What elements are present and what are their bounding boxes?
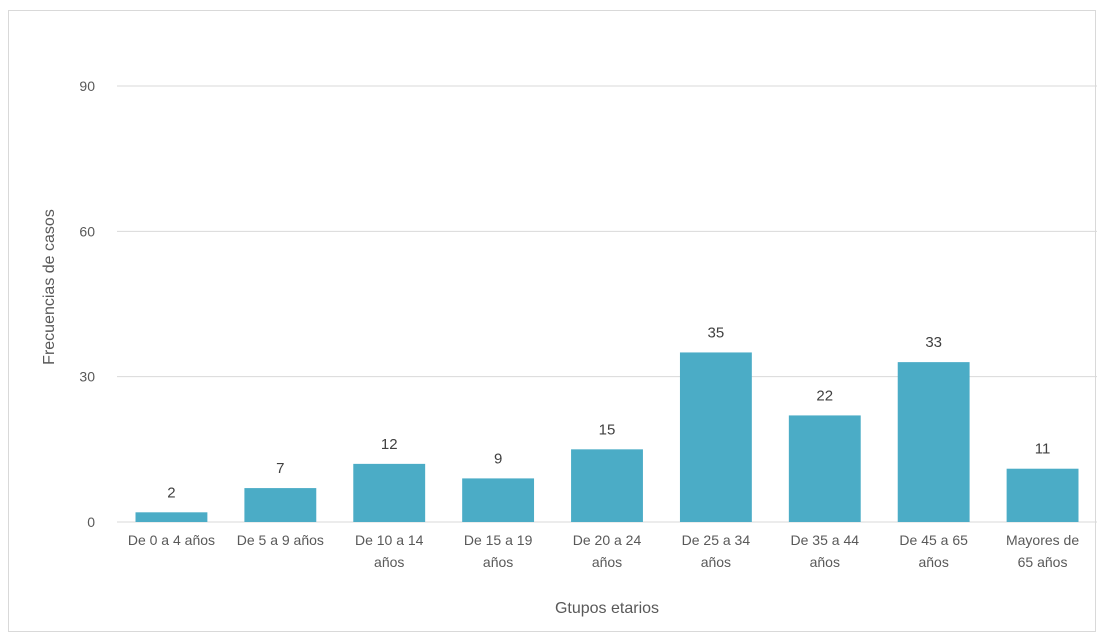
bar-chart: 0 30 60 90 De 0 a 4 años De 5 a 9 años De 10 … <box>41 78 1097 617</box>
data-label: 22 <box>816 387 833 404</box>
y-axis-ticks: 0 30 60 90 <box>79 78 95 530</box>
y-axis-title: Frecuencias de casos <box>41 209 58 365</box>
y-tick-label: 0 <box>87 514 95 530</box>
data-labels: 2 7 12 9 15 35 22 33 11 <box>167 324 1050 501</box>
x-tick-label: De 15 a 19 años <box>464 532 533 570</box>
data-label: 15 <box>599 421 616 438</box>
bars <box>135 352 1079 522</box>
bar <box>244 488 317 522</box>
y-tick-label: 60 <box>79 223 95 239</box>
bar <box>897 362 970 522</box>
x-tick-label: De 45 a 65 años <box>899 532 968 570</box>
x-axis-ticks: De 0 a 4 años De 5 a 9 años De 10 a 14 años… <box>128 532 1079 570</box>
x-tick-label: De 20 a 24 años <box>573 532 642 570</box>
data-label: 7 <box>276 460 284 477</box>
bar <box>679 352 752 522</box>
data-label: 35 <box>708 324 725 341</box>
x-tick-label: De 35 a 44 años <box>791 532 860 570</box>
data-label: 33 <box>925 334 942 351</box>
chart-area: 0 30 60 90 De 0 a 4 años De 5 a 9 años De 10 … <box>8 10 1097 632</box>
x-tick-label: Mayores de 65 años <box>1006 532 1079 570</box>
bar <box>1006 468 1079 522</box>
bar <box>571 449 643 522</box>
data-label: 9 <box>494 450 502 467</box>
y-tick-label: 30 <box>79 369 95 385</box>
bar <box>462 478 535 522</box>
x-tick-label: De 0 a 4 años <box>128 532 215 548</box>
bar <box>788 415 861 522</box>
y-tick-label: 90 <box>79 78 95 94</box>
data-label: 11 <box>1035 441 1051 458</box>
x-tick-label: De 25 a 34 años <box>682 532 751 570</box>
data-label: 12 <box>381 436 398 453</box>
bar <box>135 512 208 522</box>
x-tick-label: De 10 a 14 años <box>355 532 424 570</box>
x-tick-label: De 5 a 9 años <box>237 532 324 548</box>
data-label: 2 <box>167 484 175 501</box>
x-axis-title: Gtupos etarios <box>555 600 659 617</box>
bar <box>353 463 426 522</box>
